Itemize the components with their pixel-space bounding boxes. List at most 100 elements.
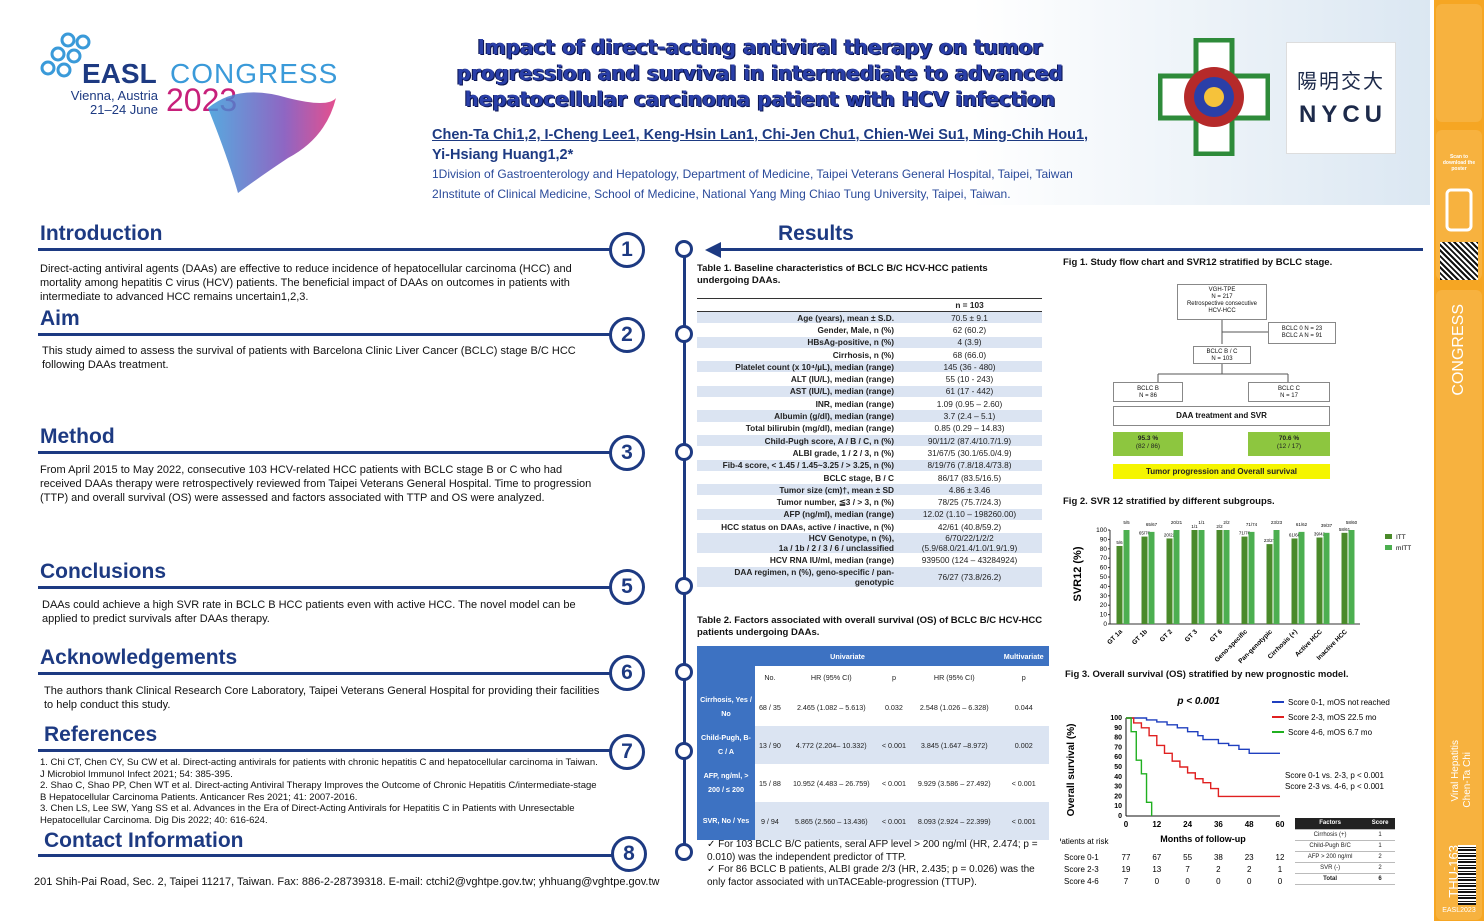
table-cell: 0.032	[877, 688, 911, 726]
univariate-header: Univariate	[784, 646, 911, 666]
conclusions-rule	[38, 586, 612, 589]
risk-count: 13	[1152, 865, 1161, 874]
session-panel: CONGRESS Viral Hepatitis Chen-Ta Chi THU…	[1436, 290, 1482, 920]
table-row: ALT (IU/L), median (range) 55 (10 - 243)	[697, 372, 1042, 386]
risk-count: 0	[1247, 877, 1252, 886]
p-value: p < 0.001	[1176, 696, 1220, 707]
characteristic-value: 3.7 (2.4 – 5.1)	[897, 409, 1042, 423]
table-row: ALBI grade, 1 / 2 / 3, n (%) 31/67/5 (30.…	[697, 446, 1042, 460]
risk-row-label: Score 0-1	[1064, 853, 1099, 862]
bar-mitt	[1273, 530, 1280, 624]
table-row: Albumin (g/dl), median (range) 3.7 (2.4 –…	[697, 409, 1042, 423]
table-row: Factors Score	[1295, 818, 1395, 830]
y-tick-label: 70	[1100, 555, 1108, 562]
y-tick-label: 0	[1118, 813, 1122, 820]
table-header-cell: Factors	[1295, 818, 1366, 830]
factor-score: 6	[1365, 873, 1395, 885]
baseline-table: n = 103 Age (years), mean ± S.D. 70.5 ± 9.…	[697, 298, 1042, 588]
connector-line	[683, 254, 686, 854]
section-number-3: 3	[609, 435, 645, 471]
bar-itt	[1266, 544, 1273, 624]
characteristic-value: 70.5 ± 9.1	[897, 311, 1042, 325]
risk-count: 0	[1216, 877, 1221, 886]
characteristic-label: Tumor number, ≦3 / > 3, n (%)	[697, 495, 897, 509]
table-cell: 3.845 (1.647 –8.972)	[910, 726, 999, 764]
legend-swatch	[1385, 534, 1392, 539]
table-row: Total bilirubin (mg/dl), median (range) 0…	[697, 422, 1042, 435]
poster-online-panel	[1436, 4, 1482, 122]
results-rule	[718, 248, 1423, 251]
finding-item: ✓ For 86 BCLC B patients, ALBI grade 2/3…	[707, 864, 1035, 888]
easl-wordmark: EASL	[82, 58, 157, 89]
risk-count: 0	[1155, 877, 1160, 886]
svr12-bar-chart: SVR12 (%) 0 10 20 30 40 50 60 70 80 90 100 5/6 5/5 GT …	[1072, 520, 1411, 664]
characteristic-label: ALBI grade, 1 / 2 / 3, n (%)	[697, 446, 897, 460]
factor-name: Cirrhosis (+)	[1295, 829, 1366, 841]
table-row: Cirrhosis (+) 1	[1295, 829, 1395, 841]
table-row: SVR, No / Yes 9 / 94 5.865 (2.560 – 13.436…	[697, 802, 1049, 840]
scan-text: Scan to download the poster	[1442, 154, 1476, 172]
table-header-cell: Score	[1365, 818, 1395, 830]
risk-count: 7	[1124, 877, 1129, 886]
svr-box-bclc-c: 70.6 % (12 / 17)	[1248, 432, 1330, 456]
risk-count: 77	[1122, 853, 1131, 862]
characteristic-value: 31/67/5 (30.1/65.0/4.9)	[897, 446, 1042, 460]
author-list: Chen-Ta Chi1,2, I-Cheng Lee1, Keng-Hsin …	[432, 125, 1172, 165]
qr-code[interactable]	[1440, 242, 1478, 280]
bar-data-label: 71/74	[1246, 522, 1258, 527]
characteristic-label: HCV Genotype, n (%), 1a / 1b / 2 / 3 / 6…	[697, 532, 897, 555]
characteristic-value: 8/19/76 (7.8/18.4/73.8)	[897, 459, 1042, 472]
x-tick-label: 12	[1152, 820, 1161, 829]
aim-text: This study aimed to assess the survival …	[42, 345, 576, 371]
risk-count: 2	[1247, 865, 1252, 874]
table2-caption: Table 2. Factors associated with overall…	[697, 615, 1043, 638]
y-tick-label: 20	[1100, 602, 1108, 609]
svr-box-bclc-b: 95.3 % (82 / 86)	[1113, 432, 1183, 456]
table-row: Gender, Male, n (%) 62 (60.2)	[697, 323, 1042, 337]
bar-data-label: 23/27	[1264, 538, 1276, 543]
table-row: No. HR (95% CI) p HR (95% CI) p	[697, 666, 1049, 688]
authors-line-1: Chen-Ta Chi1,2, I-Cheng Lee1, Keng-Hsin …	[432, 127, 1089, 143]
table-row: Fib-4 score, < 1.45 / 1.45~3.25 / > 3.25…	[697, 459, 1042, 472]
bar-itt	[1116, 545, 1123, 624]
table-header-cell: n = 103	[897, 298, 1042, 312]
characteristic-label: BCLC stage, B / C	[697, 471, 897, 485]
fig2-caption: Fig 2. SVR 12 stratified by different su…	[1063, 496, 1275, 507]
x-axis-label: Months of follow-up	[1160, 834, 1246, 844]
table-row: AFP (ng/ml), median (range) 12.02 (1.10 –…	[697, 508, 1042, 522]
table-subheader-cell: HR (95% CI)	[784, 666, 878, 688]
bar-data-label: 39/37	[1321, 523, 1333, 528]
flow-box-daa: DAA treatment and SVR	[1113, 406, 1330, 426]
title-line-3: hepatocellular carcinoma patient with HC…	[464, 87, 1056, 111]
table-row: AFP, ng/ml, > 200 / ≤ 200 15 / 88 10.952 (…	[697, 764, 1049, 802]
table-row: DAA regimen, n (%), geno-specific / pan-…	[697, 566, 1042, 588]
svr-b-value: 95.3 %	[1137, 435, 1159, 442]
characteristic-value: 6/70/22/1/2/2 (5.9/68.0/21.4/1.0/1.9/1.9…	[897, 532, 1042, 555]
connector-node	[675, 443, 693, 461]
y-tick-label: 100	[1110, 715, 1122, 722]
x-tick-label: GT 3	[1184, 628, 1199, 643]
affiliation-2: 2Institute of Clinical Medicine, School …	[432, 187, 1011, 201]
connector-node	[675, 843, 693, 861]
ack-heading: Acknowledgements	[40, 646, 238, 669]
y-axis-label: SVR12 (%)	[1072, 546, 1084, 601]
risk-count: 55	[1183, 853, 1192, 862]
outcome-box: Tumor progression and Overall survival	[1113, 464, 1330, 479]
table-row: HBsAg-positive, n (%) 4 (3.9)	[697, 336, 1042, 349]
characteristic-label: Platelet count (x 10⁴/µL), median (range…	[697, 360, 897, 374]
reference-item: 2. Shao C, Shao PP, Chen WT et al. Direc…	[40, 780, 597, 803]
multivariate-header: Multivariate	[998, 646, 1049, 666]
table-cell: 9 / 94	[755, 802, 785, 840]
flow-box-excluded: BCLC 0 N = 23 BCLC A N = 91	[1268, 322, 1336, 344]
x-tick-label: 24	[1183, 820, 1192, 829]
y-tick-label: 90	[1100, 536, 1108, 543]
risk-count: 23	[1245, 853, 1254, 862]
bar-data-label: 23/23	[1271, 520, 1283, 525]
characteristic-label: Cirrhosis, n (%)	[697, 348, 897, 362]
y-tick-label: 50	[1114, 764, 1122, 771]
characteristic-value: 0.85 (0.29 – 14.83)	[897, 422, 1042, 435]
factor-label: SVR, No / Yes	[697, 802, 755, 840]
characteristic-value: 4 (3.9)	[897, 336, 1042, 349]
table-row: BCLC stage, B / C 86/17 (83.5/16.5)	[697, 471, 1042, 485]
bar-data-label: 71/76	[1239, 531, 1251, 536]
